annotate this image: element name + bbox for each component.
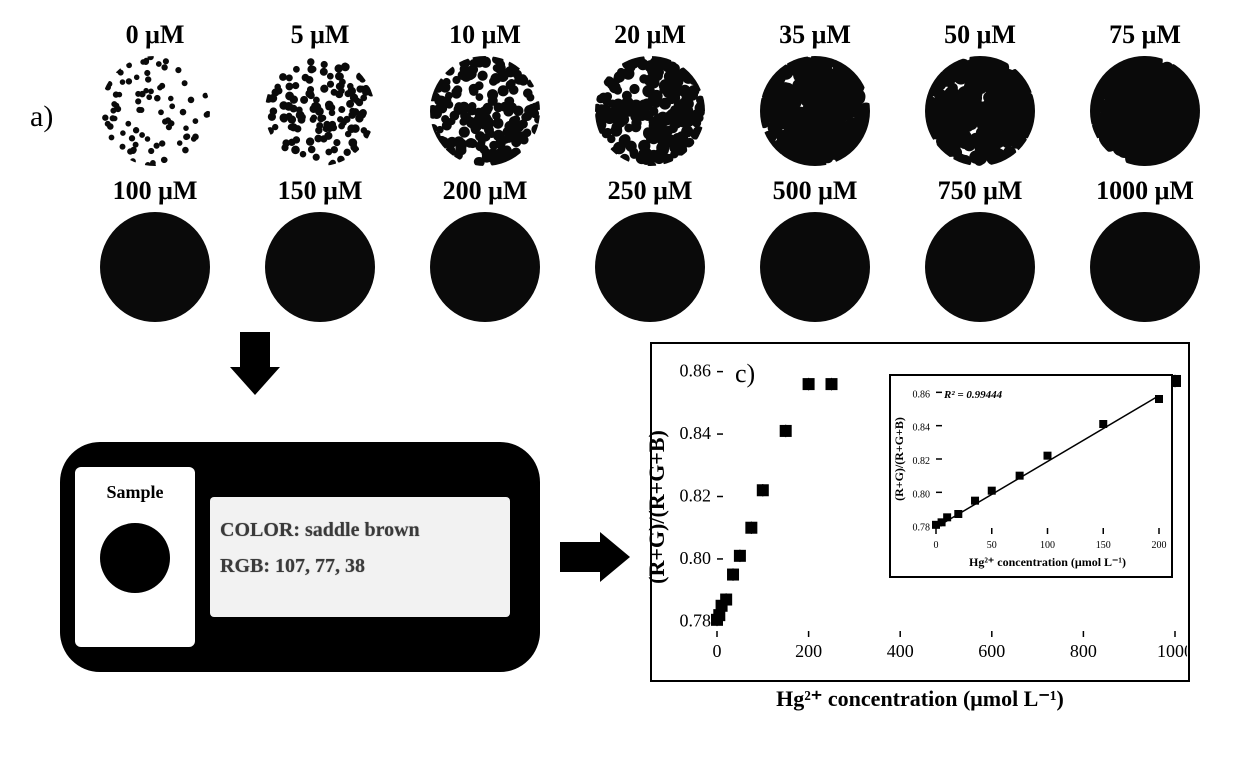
sample-spot [265,56,375,166]
sample-spot [265,212,375,322]
svg-text:R² = 0.99444: R² = 0.99444 [943,389,1003,401]
sample-spot [925,212,1035,322]
concentration-label: 5 μM [291,20,350,50]
smartphone-mockup: Sample COLOR: saddle brown RGB: 107, 77,… [60,442,540,672]
spot-column: 50 μM [905,20,1055,166]
readout-rgb-line: RGB: 107, 77, 38 [220,548,500,584]
concentration-label: 100 μM [113,176,198,206]
spot-column: 10 μM [410,20,560,166]
concentration-label: 10 μM [449,20,521,50]
panel-b-label: b) [0,650,10,684]
sample-spot [925,56,1035,166]
svg-text:(R+G)/(R+G+B): (R+G)/(R+G+B) [892,417,906,501]
readout-color-line: COLOR: saddle brown [220,512,500,548]
svg-text:50: 50 [987,540,997,551]
sample-spot [1090,56,1200,166]
concentration-label: 35 μM [779,20,851,50]
sample-spot [430,56,540,166]
sample-spot [1090,212,1200,322]
spot-row-1: 0 μM 5 μM 10 μM 20 μM 35 μM 50 μM 75 μM [80,20,1220,166]
svg-text:Hg²⁺ concentration (μmol L⁻¹): Hg²⁺ concentration (μmol L⁻¹) [969,555,1126,569]
figure-root: a) 0 μM 5 μM 10 μM 20 μM 35 μM 50 μM 75 μM 100… [20,20,1220,712]
svg-text:0.78: 0.78 [913,523,931,534]
concentration-label: 75 μM [1109,20,1181,50]
concentration-label: 0 μM [126,20,185,50]
svg-text:0.84: 0.84 [913,423,931,434]
concentration-label: 500 μM [773,176,858,206]
arrow-down-icon [230,332,280,392]
svg-text:0.86: 0.86 [913,389,931,400]
panel-a-label: a) [30,100,53,134]
sample-label: Sample [106,482,163,503]
inset-chart: 0 50 100 150 200 0.78 0.80 0.82 0.84 0.86 Hg²⁺ con… [889,374,1173,578]
spot-column: 0 μM [80,20,230,166]
svg-text:200: 200 [1152,540,1167,551]
spot-column: 100 μM [80,176,230,322]
svg-text:c): c) [735,359,755,388]
main-xlabel: Hg²⁺ concentration (μmol L⁻¹) [650,686,1190,712]
concentration-label: 1000 μM [1096,176,1194,206]
sample-spot [760,212,870,322]
svg-text:0: 0 [934,540,939,551]
spot-column: 35 μM [740,20,890,166]
phone-sample-panel: Sample [75,467,195,647]
svg-text:0.80: 0.80 [913,489,931,500]
spot-row-2: 100 μM 150 μM 200 μM 250 μM 500 μM 750 μM 1000… [80,176,1220,322]
sample-spot [430,212,540,322]
svg-text:800: 800 [1070,641,1097,661]
svg-text:200: 200 [795,641,822,661]
concentration-label: 50 μM [944,20,1016,50]
spot-column: 250 μM [575,176,725,322]
svg-text:600: 600 [978,641,1005,661]
concentration-label: 200 μM [443,176,528,206]
main-ylabel: (R+G)/(R+G+B) [644,430,670,584]
svg-text:100: 100 [1040,540,1055,551]
phone-readout-panel: COLOR: saddle brown RGB: 107, 77, 38 [210,497,510,617]
sample-spot [595,56,705,166]
concentration-label: 20 μM [614,20,686,50]
sample-circle-icon [100,523,170,593]
bottom-region: b) Sample COLOR: saddle brown RGB: 107, … [20,402,1220,712]
sample-spot [100,212,210,322]
concentration-label: 750 μM [938,176,1023,206]
sample-spot [595,212,705,322]
concentration-label: 150 μM [278,176,363,206]
spot-column: 5 μM [245,20,395,166]
concentration-label: 250 μM [608,176,693,206]
sample-spot [100,56,210,166]
svg-text:1000: 1000 [1157,641,1187,661]
sample-spot [760,56,870,166]
svg-text:150: 150 [1096,540,1111,551]
spot-column: 750 μM [905,176,1055,322]
svg-text:400: 400 [887,641,914,661]
spot-column: 75 μM [1070,20,1220,166]
spot-column: 500 μM [740,176,890,322]
spot-column: 200 μM [410,176,560,322]
spot-column: 20 μM [575,20,725,166]
svg-text:0.82: 0.82 [913,456,931,467]
spot-column: 150 μM [245,176,395,322]
spot-column: 1000 μM [1070,176,1220,322]
